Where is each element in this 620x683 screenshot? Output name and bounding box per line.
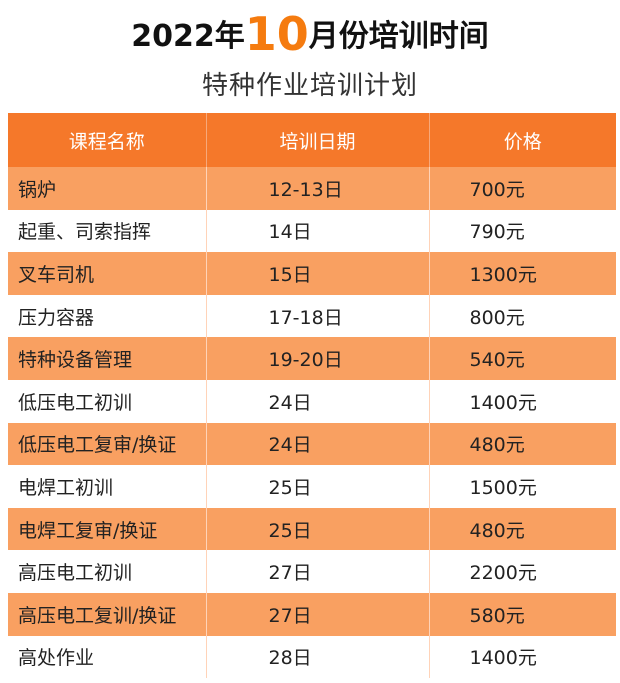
price-cell: 1400元 bbox=[429, 635, 616, 679]
course-name-cell: 特种设备管理 bbox=[8, 337, 207, 380]
date-cell: 25日 bbox=[206, 507, 430, 551]
date-cell: 25日 bbox=[206, 465, 430, 508]
page-title: 2022年10月份培训时间 bbox=[0, 8, 620, 63]
table-row: 低压电工初训 24日 1400元 bbox=[8, 379, 616, 423]
course-name-cell: 低压电工复审/换证 bbox=[8, 422, 207, 466]
date-cell: 15日 bbox=[206, 252, 430, 295]
price-cell: 790元 bbox=[429, 209, 616, 253]
course-name-cell: 锅炉 bbox=[8, 167, 207, 210]
course-name-cell: 起重、司索指挥 bbox=[8, 209, 207, 253]
price-cell: 1300元 bbox=[429, 252, 616, 295]
price-cell: 480元 bbox=[429, 507, 616, 551]
price-cell: 540元 bbox=[429, 337, 616, 380]
price-cell: 700元 bbox=[429, 167, 616, 210]
price-cell: 1400元 bbox=[429, 379, 616, 423]
price-cell: 1500元 bbox=[429, 465, 616, 508]
date-cell: 24日 bbox=[206, 422, 430, 466]
course-name-cell: 高处作业 bbox=[8, 635, 207, 679]
table-row: 高压电工初训 27日 2200元 bbox=[8, 550, 616, 593]
price-cell: 2200元 bbox=[429, 550, 616, 593]
schedule-table: 课程名称 培训日期 价格 锅炉 12-13日 700元 起重、司索指挥 14日 … bbox=[8, 113, 616, 679]
table-row: 低压电工复审/换证 24日 480元 bbox=[8, 422, 616, 466]
table-header-row: 课程名称 培训日期 价格 bbox=[8, 113, 616, 167]
table-row: 叉车司机 15日 1300元 bbox=[8, 252, 616, 295]
course-name-cell: 电焊工初训 bbox=[8, 465, 207, 508]
price-cell: 480元 bbox=[429, 422, 616, 466]
date-cell: 19-20日 bbox=[206, 337, 430, 380]
course-name-cell: 高压电工复训/换证 bbox=[8, 592, 207, 636]
course-name-cell: 低压电工初训 bbox=[8, 379, 207, 423]
date-cell: 28日 bbox=[206, 635, 430, 679]
table-row: 电焊工复审/换证 25日 480元 bbox=[8, 507, 616, 551]
date-cell: 14日 bbox=[206, 209, 430, 253]
header-course-name: 课程名称 bbox=[8, 113, 207, 167]
table-row: 锅炉 12-13日 700元 bbox=[8, 167, 616, 210]
header-price: 价格 bbox=[429, 113, 616, 167]
title-suffix: 月份培训时间 bbox=[308, 19, 489, 54]
price-cell: 800元 bbox=[429, 294, 616, 338]
table-row: 高压电工复训/换证 27日 580元 bbox=[8, 592, 616, 636]
course-name-cell: 压力容器 bbox=[8, 294, 207, 338]
table-row: 特种设备管理 19-20日 540元 bbox=[8, 337, 616, 380]
table-row: 压力容器 17-18日 800元 bbox=[8, 294, 616, 338]
price-cell: 580元 bbox=[429, 592, 616, 636]
date-cell: 27日 bbox=[206, 592, 430, 636]
course-name-cell: 电焊工复审/换证 bbox=[8, 507, 207, 551]
title-month-number: 10 bbox=[244, 7, 309, 61]
date-cell: 12-13日 bbox=[206, 167, 430, 210]
date-cell: 27日 bbox=[206, 550, 430, 593]
course-name-cell: 叉车司机 bbox=[8, 252, 207, 295]
table-row: 起重、司索指挥 14日 790元 bbox=[8, 209, 616, 253]
date-cell: 17-18日 bbox=[206, 294, 430, 338]
header-training-date: 培训日期 bbox=[206, 113, 430, 167]
page-subtitle: 特种作业培训计划 bbox=[201, 71, 418, 101]
title-year: 2022年 bbox=[131, 19, 245, 54]
table-row: 电焊工初训 25日 1500元 bbox=[8, 465, 616, 508]
table-row: 高处作业 28日 1400元 bbox=[8, 635, 616, 679]
course-name-cell: 高压电工初训 bbox=[8, 550, 207, 593]
date-cell: 24日 bbox=[206, 379, 430, 423]
